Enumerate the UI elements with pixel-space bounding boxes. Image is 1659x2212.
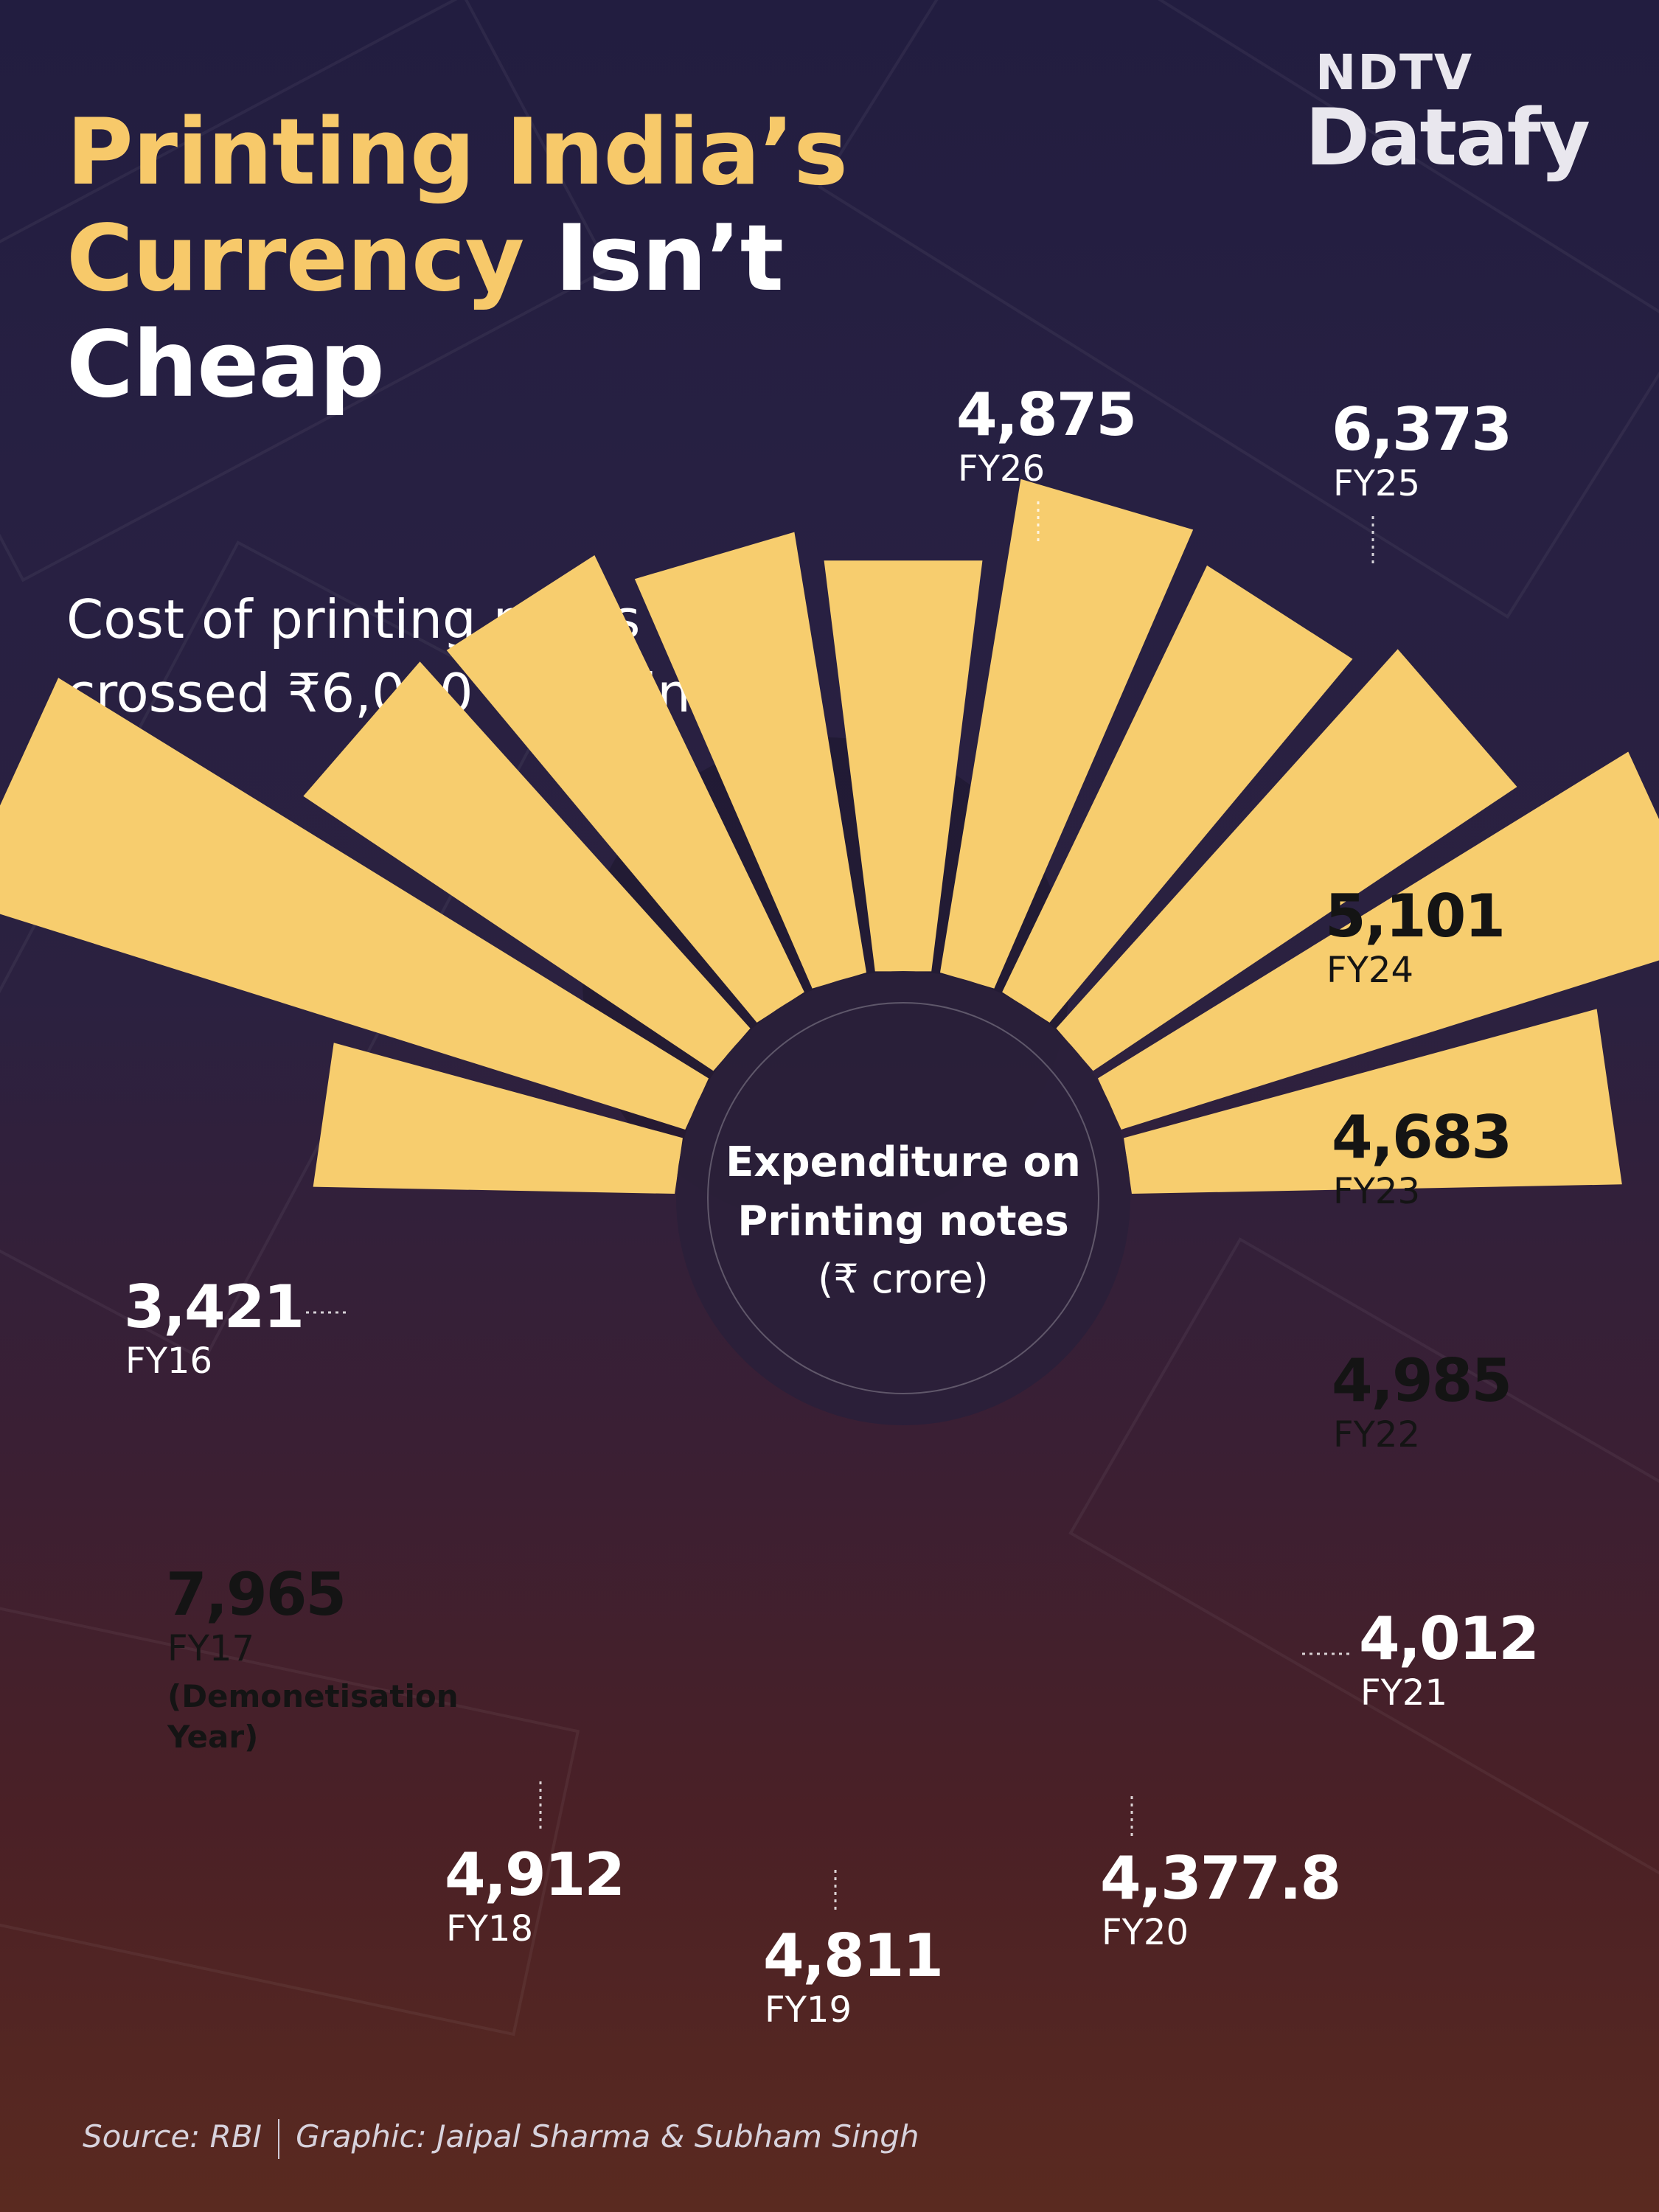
category-label-fy22: FY22 [1333,1414,1420,1455]
value-label-fy24: 5,101 [1325,882,1504,950]
category-label-fy26: FY26 [958,448,1045,490]
category-label-fy23: FY23 [1333,1171,1420,1212]
chart-title-line1: Expenditure on [726,1138,1081,1186]
footer: Source: RBI Graphic: Jaipal Sharma & Subh… [83,2118,919,2159]
value-label-fy25: 6,373 [1332,395,1511,464]
value-label-fy17: 7,965 [166,1560,345,1629]
category-label-fy25: FY25 [1333,463,1420,504]
bar-fy25 [1097,751,1659,1130]
bar-fy24 [1056,649,1517,1071]
headline-line3: Cheap [66,312,385,418]
value-label-fy20: 4,377.8 [1100,1844,1340,1913]
center-disc [676,971,1130,1425]
chart-unit: (₹ crore) [818,1256,989,1302]
category-label-fy20: FY20 [1102,1912,1189,1953]
category-label-fy16: FY16 [125,1340,212,1382]
footer-divider [278,2118,280,2159]
annotation-line2: Year) [167,1719,258,1755]
value-label-fy22: 4,985 [1332,1346,1511,1415]
bar-fy19 [446,554,804,1023]
bar-fy21 [824,560,983,972]
ndtv-datafy-logo: NDTV Datafy [1305,44,1590,183]
chart-title-line2: Printing notes [737,1197,1069,1245]
bar-fy22 [940,479,1194,989]
headline-line1: Printing India’s [66,100,848,206]
bar-fy20 [634,532,866,989]
bar-fy26 [1124,1009,1622,1194]
center-ring [707,1002,1099,1394]
value-label-fy18: 4,912 [445,1840,624,1909]
category-label-fy24: FY24 [1326,950,1413,991]
source-text: Source: RBI [83,2118,262,2154]
headline-line2-yellow: Currency [66,206,524,312]
bar-fy18 [303,661,751,1071]
headline-line2-white: Isn’t [554,206,784,312]
bar-fy23 [1002,565,1353,1023]
annotation-line1: (Demonetisation [167,1678,459,1714]
bar-fy17 [0,678,709,1130]
value-label-fy19: 4,811 [763,1921,942,1990]
logo-ndtv: NDTV [1315,44,1474,101]
bar-fy16 [313,1043,683,1194]
value-label-fy16: 3,421 [124,1273,303,1341]
value-label-fy21: 4,012 [1359,1604,1538,1673]
value-label-fy23: 4,683 [1332,1103,1511,1172]
category-label-fy17: FY17 [167,1628,254,1669]
category-label-fy21: FY21 [1360,1672,1447,1714]
headline: Printing India’s Currency Isn’t Cheap [66,100,848,418]
logo-datafy: Datafy [1305,92,1590,183]
value-label-fy26: 4,875 [956,380,1135,449]
credit-text: Graphic: Jaipal Sharma & Subham Singh [296,2118,919,2154]
category-label-fy18: FY18 [446,1908,533,1950]
category-label-fy19: FY19 [765,1989,852,2031]
